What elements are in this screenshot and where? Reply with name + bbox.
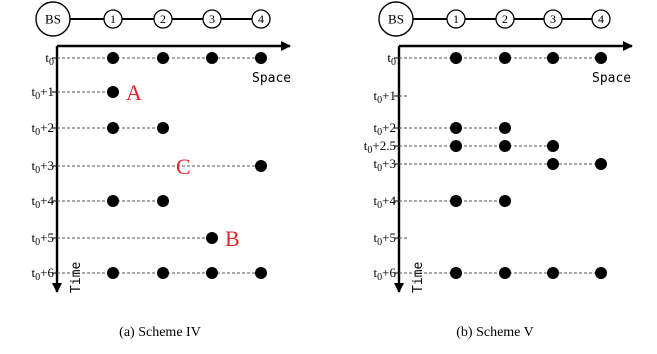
transmission-dot [547,52,559,64]
relay-node-number: 3 [550,12,556,26]
time-slot-label: t0+1 [32,84,54,102]
transmission-dot [450,195,462,207]
transmission-dot [157,267,169,279]
base-station-circle [35,1,71,37]
relay-node-number: 3 [209,12,215,26]
transmission-dot [450,52,462,64]
transmission-dot [595,158,607,170]
relay-node-2 [153,9,173,29]
relay-node-number: 4 [258,12,264,26]
transmission-dot [255,52,267,64]
time-slot-label: t0+2.5 [364,138,396,156]
relay-node-3 [543,9,563,29]
transmission-dot [499,140,511,152]
transmission-dot [107,52,119,64]
relay-node-4 [251,9,271,29]
relay-node-4 [591,9,611,29]
transmission-dot [547,267,559,279]
transmission-dot [450,122,462,134]
base-station-label: BS [45,12,61,27]
diagram-panel-2: BS 1 2 3 4 Space Time t0 t0+1 t0+2t0+2.5t0+3 t0+4 t… [364,1,633,340]
relay-node-3 [202,9,222,29]
transmission-dot [547,158,559,170]
time-slot-label: t0+6 [374,265,397,283]
transmission-dot [255,267,267,279]
transmission-dot [206,52,218,64]
time-slot-label: t0+4 [32,193,55,211]
time-slot-label: t0+4 [374,193,397,211]
space-axis-label: Space [592,71,631,86]
transmission-dot [499,122,511,134]
time-slot-label: t0+5 [32,230,54,248]
base-station-label: BS [388,12,404,27]
time-slot-label: t0+2 [32,120,54,138]
time-slot-label: t0+5 [374,230,396,248]
transmission-dot [206,232,218,244]
transmission-dot [107,267,119,279]
space-axis-label: Space [252,71,291,86]
transmission-dot [107,195,119,207]
diagram-panel-1: BS 1 2 3 4 Space Time t0 t0+1 t0+2 t0+3 t0+4 t0+5 t0+… [32,1,291,340]
time-axis-label: Time [69,262,84,293]
relay-node-number: 4 [598,12,604,26]
panel-caption: (b) Scheme V [456,325,534,340]
transmission-dot [499,52,511,64]
relay-node-1 [103,9,123,29]
transmission-dot [107,86,119,98]
transmission-dot [450,140,462,152]
time-slot-label: t0+3 [374,156,396,174]
transmission-dot [595,52,607,64]
transmission-dot [107,122,119,134]
transmission-dot [157,195,169,207]
transmission-dot [255,160,267,172]
time-slot-label: t0+1 [374,88,396,106]
relay-node-number: 1 [453,12,459,26]
time-axis-label: Time [411,262,426,293]
panel-caption: (a) Scheme IV [119,325,201,340]
relay-node-number: 2 [160,12,166,26]
relay-node-number: 1 [110,12,116,26]
transmission-dot [499,195,511,207]
marker-label-c: C [176,154,191,179]
base-station-circle [378,1,414,37]
transmission-dot [206,267,218,279]
transmission-dot [450,267,462,279]
transmission-dot [547,140,559,152]
time-slot-label: t0 [45,50,54,68]
transmission-dot [595,267,607,279]
time-slot-label: t0 [387,50,396,68]
time-slot-label: t0+2 [374,120,396,138]
marker-label-b: B [225,226,240,251]
relay-node-2 [495,9,515,29]
marker-label-a: A [126,80,142,105]
time-slot-label: t0+6 [32,265,55,283]
relay-node-1 [446,9,466,29]
transmission-dot [499,267,511,279]
time-slot-label: t0+3 [32,158,54,176]
transmission-dot [157,122,169,134]
relay-node-number: 2 [502,12,508,26]
transmission-dot [157,52,169,64]
